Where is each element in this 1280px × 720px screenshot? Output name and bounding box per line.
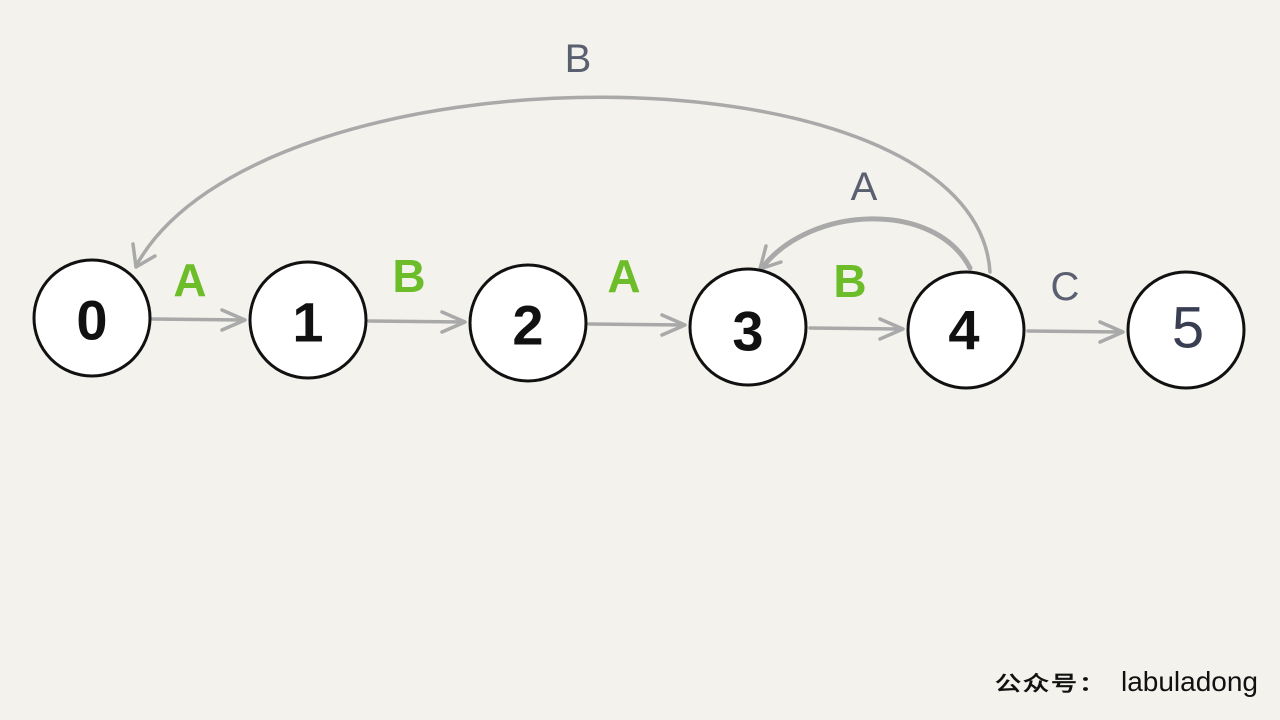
forward-edge-4-to-5 [1026,329,1124,334]
back-edge-4-to-0-label: B [565,37,592,81]
state-node-0: 0 [32,258,152,378]
state-node-1: 1 [248,260,368,380]
back-edge-4-to-0-arrowhead [131,242,157,269]
state-node-1-label: 1 [292,291,323,354]
state-node-1-circle [248,260,368,380]
forward-edge-0-to-1-label: A [173,254,206,306]
forward-edge-0-to-1 [150,317,246,322]
state-node-4-circle [906,270,1026,390]
watermark-account: labuladong [1120,666,1258,697]
forward-edge-1-to-2 [367,319,466,324]
forward-edge-4-to-5-label: C [1051,265,1080,309]
state-node-0-circle [32,258,152,378]
state-node-3-label: 3 [732,300,763,363]
back-edge-4-to-3 [759,216,973,271]
state-node-5-circle [1126,270,1246,390]
state-node-2-circle [468,263,588,383]
watermark-seal: 公众号： [994,672,1107,696]
back-edge-4-to-0 [134,95,992,274]
forward-edge-1-to-2-label: B [392,250,425,302]
state-node-3-circle [688,267,808,387]
state-node-5-label: 5 [1172,296,1204,361]
state-node-0-label: 0 [76,289,107,352]
state-node-4-label: 4 [948,299,979,362]
forward-edge-2-to-3-label: A [607,250,640,302]
forward-edge-1-to-2-arrowhead [440,310,467,334]
watermark: 公众号： labuladong [995,664,1258,700]
state-node-2-label: 2 [512,294,543,357]
forward-edge-2-to-3 [587,322,686,327]
forward-edge-3-to-4 [808,326,904,331]
forward-edge-3-to-4-arrowhead [878,317,905,341]
forward-edge-3-to-4-label: B [833,255,866,307]
forward-edge-4-to-5-arrowhead [1098,320,1125,344]
state-node-4: 4 [906,270,1026,390]
state-node-2: 2 [468,263,588,383]
state-node-5: 5 [1126,270,1246,390]
back-edge-4-to-3-label: A [851,165,878,209]
state-node-3: 3 [688,267,808,387]
forward-edge-0-to-1-arrowhead [220,308,247,332]
forward-edge-2-to-3-arrowhead [660,313,687,337]
